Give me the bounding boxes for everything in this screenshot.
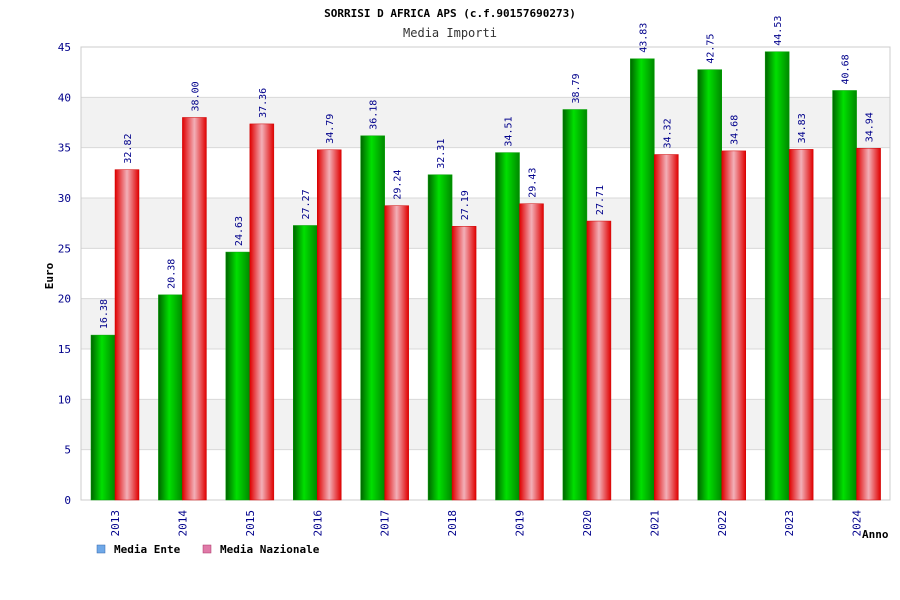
value-label: 16.38 xyxy=(99,299,110,329)
chart-subtitle: Media Importi xyxy=(403,26,497,40)
x-axis-ticks: 2013 2014 2015 2016 2017 2018 2019 2020 2021 2022… xyxy=(109,510,864,537)
bar-media-nazionale-2021 xyxy=(654,154,679,501)
y-tick-label: 25 xyxy=(58,242,71,255)
y-tick-label: 35 xyxy=(58,142,71,155)
y-axis-ticks: 0 5 10 15 20 25 30 35 40 45 xyxy=(58,41,71,507)
grid-lines xyxy=(80,46,891,501)
value-label: 34.79 xyxy=(325,114,336,144)
value-label: 34.68 xyxy=(730,115,741,145)
value-label: 27.27 xyxy=(301,189,312,219)
x-tick-label: 2021 xyxy=(648,510,661,537)
plot-band xyxy=(81,47,890,98)
value-label: 29.43 xyxy=(528,168,539,198)
value-label: 36.18 xyxy=(369,100,380,130)
value-label: 34.94 xyxy=(865,112,876,142)
plot-band xyxy=(81,97,890,148)
x-axis-label: Anno xyxy=(862,528,889,541)
bar-media-ente-2017 xyxy=(360,135,385,501)
value-label: 38.79 xyxy=(571,73,582,103)
y-tick-label: 15 xyxy=(58,343,71,356)
bar-media-nazionale-2019 xyxy=(519,203,544,501)
bar-media-ente-2021 xyxy=(630,58,655,501)
bar-media-nazionale-2013 xyxy=(114,169,140,501)
legend: Media Ente Media Nazionale xyxy=(96,543,320,556)
bar-media-ente-2020 xyxy=(562,109,588,501)
value-label: 24.63 xyxy=(234,216,245,246)
bar-media-ente-2013 xyxy=(90,334,116,501)
plot-band xyxy=(81,298,890,349)
legend-label-media-ente: Media Ente xyxy=(114,543,181,556)
bar-media-nazionale-2022 xyxy=(721,150,746,501)
value-label: 32.31 xyxy=(436,139,447,169)
bar-media-nazionale-2023 xyxy=(788,149,814,501)
bar-media-nazionale-2016 xyxy=(317,149,342,501)
plot-band xyxy=(81,399,890,450)
bar-media-ente-2014 xyxy=(158,294,183,501)
x-tick-label: 2013 xyxy=(109,510,122,537)
x-tick-label: 2015 xyxy=(244,510,257,537)
x-tick-label: 2024 xyxy=(851,510,864,537)
x-tick-label: 2016 xyxy=(311,510,324,537)
x-tick-label: 2022 xyxy=(716,510,729,537)
x-tick-label: 2020 xyxy=(581,510,594,537)
legend-label-media-nazionale: Media Nazionale xyxy=(220,543,320,556)
y-tick-label: 30 xyxy=(58,192,71,205)
y-tick-label: 5 xyxy=(64,444,71,457)
y-axis-label: Euro xyxy=(43,262,56,289)
bar-media-nazionale-2014 xyxy=(182,117,207,501)
plot-band xyxy=(81,198,890,249)
bar-media-nazionale-2018 xyxy=(451,226,477,501)
x-tick-label: 2017 xyxy=(379,510,392,537)
value-label: 20.38 xyxy=(166,259,177,289)
plot-band xyxy=(81,449,890,500)
value-labels: 16.38 32.82 20.38 38.00 24.63 37.36 27.27 34.79… xyxy=(99,16,876,329)
bar-media-nazionale-2020 xyxy=(586,220,612,501)
bar-media-ente-2015 xyxy=(225,251,251,501)
y-tick-label: 10 xyxy=(58,393,71,406)
plot-frame xyxy=(80,46,891,501)
bar-media-ente-2016 xyxy=(293,225,318,501)
x-tick-label: 2023 xyxy=(783,510,796,537)
value-label: 27.19 xyxy=(460,190,471,220)
bar-media-nazionale-2024 xyxy=(856,148,881,501)
legend-swatch-media-nazionale xyxy=(202,544,212,554)
value-label: 44.53 xyxy=(773,16,784,46)
value-label: 34.51 xyxy=(504,116,515,146)
y-tick-label: 40 xyxy=(58,91,71,104)
plot-background-bands xyxy=(81,47,890,500)
bar-media-ente-2018 xyxy=(427,174,453,501)
bar-media-ente-2023 xyxy=(764,51,790,501)
bar-media-nazionale-2015 xyxy=(249,123,275,501)
y-tick-label: 20 xyxy=(58,293,71,306)
y-tick-label: 45 xyxy=(58,41,71,54)
value-label: 34.32 xyxy=(662,118,673,148)
value-label: 37.36 xyxy=(258,88,269,118)
legend-swatch-media-ente xyxy=(96,544,106,554)
value-label: 34.83 xyxy=(797,113,808,143)
plot-band xyxy=(81,349,890,400)
x-tick-label: 2014 xyxy=(176,510,189,537)
value-label: 27.71 xyxy=(595,185,606,215)
x-tick-label: 2018 xyxy=(446,510,459,537)
bar-media-ente-2019 xyxy=(495,152,520,501)
x-tick-label: 2019 xyxy=(514,510,527,537)
value-label: 42.75 xyxy=(706,34,717,64)
bar-media-ente-2024 xyxy=(832,90,857,501)
bar-media-ente-2022 xyxy=(697,69,722,501)
value-label: 38.00 xyxy=(190,81,201,111)
chart-title: SORRISI D AFRICA APS (c.f.90157690273) xyxy=(324,7,576,20)
plot-band xyxy=(81,147,890,198)
value-label: 29.24 xyxy=(393,170,404,200)
value-label: 32.82 xyxy=(123,134,134,164)
y-tick-label: 0 xyxy=(64,494,71,507)
value-label: 40.68 xyxy=(841,54,852,84)
plot-band xyxy=(81,248,890,299)
bar-media-nazionale-2017 xyxy=(384,205,409,501)
value-label: 43.83 xyxy=(638,23,649,53)
bar-series xyxy=(90,51,881,501)
